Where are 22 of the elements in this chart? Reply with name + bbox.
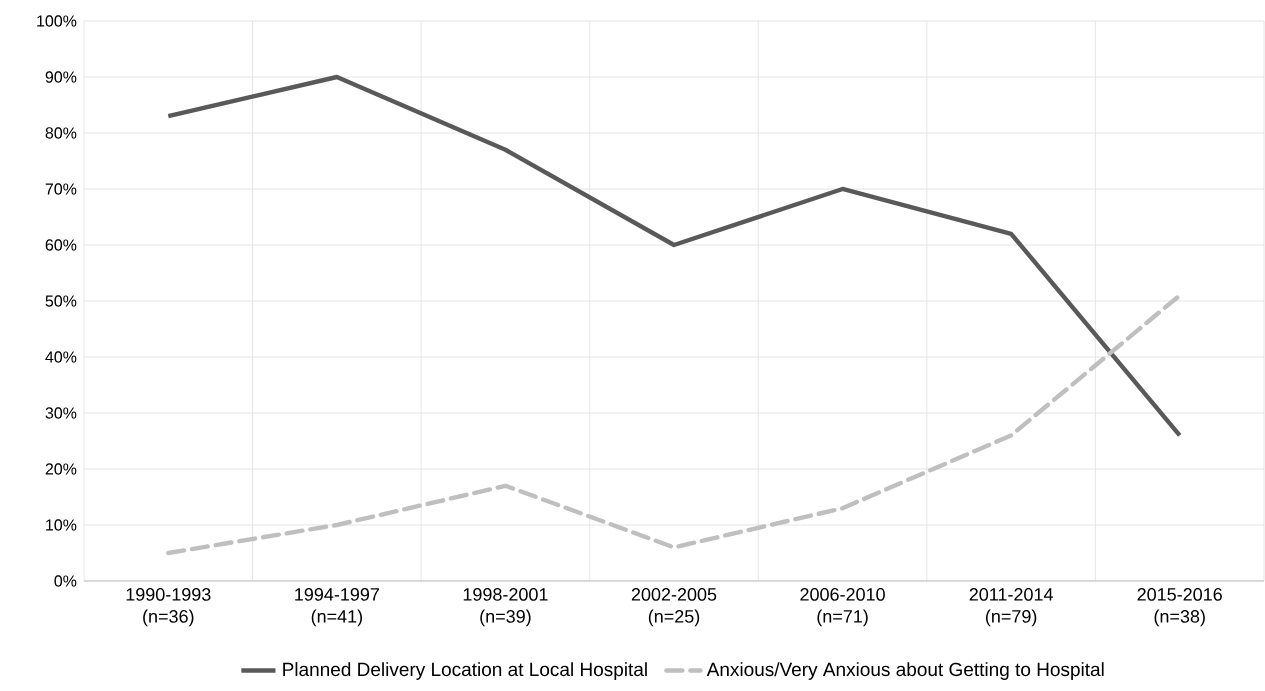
y-tick-label: 0% <box>54 575 77 587</box>
x-tick-label: 1998-2001 (n=39) <box>463 588 548 627</box>
y-tick-label: 70% <box>45 183 77 195</box>
legend-label: Anxious/Very Anxious about Getting to Hospital <box>706 662 1104 680</box>
x-tick-label: 2006-2010 (n=71) <box>800 588 885 627</box>
y-tick-label: 80% <box>45 127 77 139</box>
x-tick-label: 2011-2014 (n=79) <box>969 588 1053 627</box>
line-series <box>166 74 1182 438</box>
y-tick-label: 60% <box>45 239 77 251</box>
legend-label: Planned Delivery Location at Local Hospital <box>283 662 647 680</box>
y-tick-label: 20% <box>45 463 77 475</box>
y-tick-label: 10% <box>46 519 77 531</box>
line-series <box>166 293 1182 556</box>
y-tick-label: 50% <box>45 295 77 307</box>
x-tick-label: 2002-2005 (n=25) <box>631 588 717 627</box>
x-tick-label: 1994-1997 (n=41) <box>295 588 379 627</box>
y-tick-label: 30% <box>45 407 77 419</box>
x-tick-label: 2015-2016 (n=38) <box>1137 588 1222 627</box>
x-tick-label: 1990-1993 (n=36) <box>126 588 211 627</box>
y-tick-label: 90% <box>45 71 77 83</box>
y-tick-label: 100% <box>37 15 77 27</box>
y-tick-label: 40% <box>45 351 77 363</box>
